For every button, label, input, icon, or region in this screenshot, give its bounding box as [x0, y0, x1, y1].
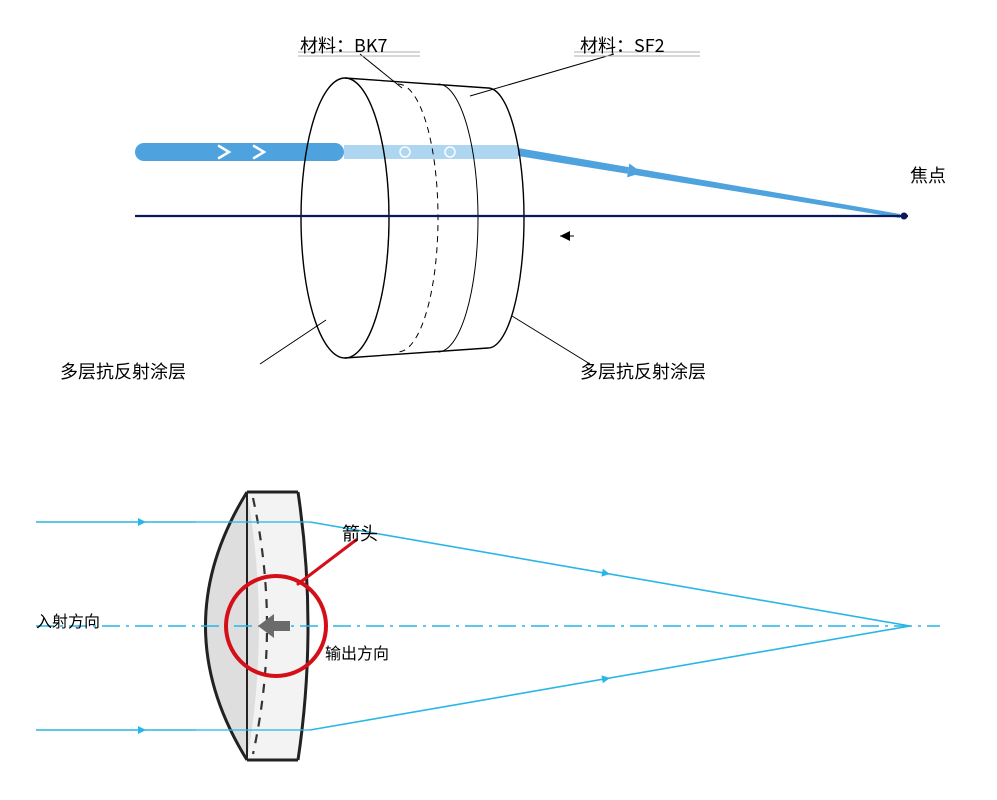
- diagram-canvas: [0, 0, 997, 800]
